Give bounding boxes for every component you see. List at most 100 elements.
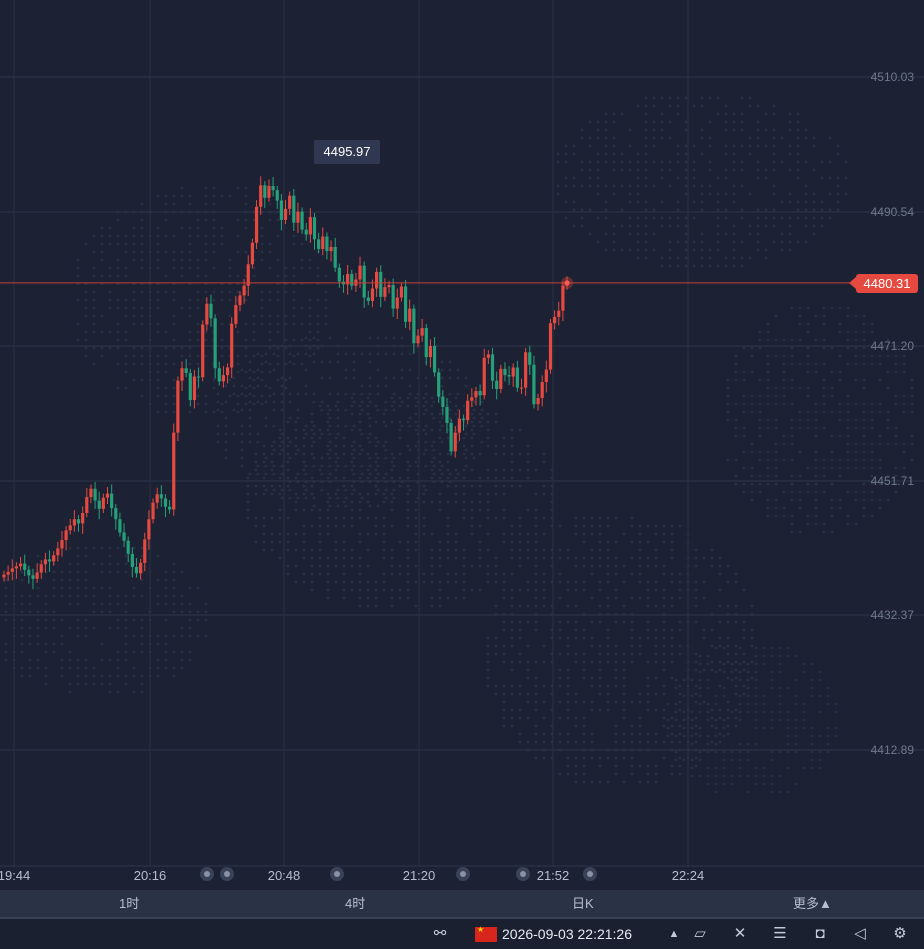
bg-dot <box>204 634 208 638</box>
bg-dot <box>262 516 266 520</box>
bg-dot <box>614 540 618 544</box>
link-icon[interactable]: ⚯ <box>433 925 447 942</box>
bg-dot <box>846 442 850 446</box>
bg-dot <box>746 686 750 690</box>
bg-dot <box>670 740 674 744</box>
bg-dot <box>822 426 826 430</box>
bg-dot <box>724 176 728 180</box>
bg-dot <box>502 516 506 520</box>
bg-dot <box>606 708 610 712</box>
bg-dot <box>310 564 314 568</box>
bg-dot <box>398 572 402 576</box>
bg-dot <box>140 578 144 582</box>
bg-dot <box>116 546 120 550</box>
bg-dot <box>294 508 298 512</box>
bg-dot <box>838 370 842 374</box>
event-marker-dot <box>587 871 593 877</box>
bg-dot <box>534 468 538 472</box>
bg-dot <box>408 416 412 420</box>
bg-dot <box>764 256 768 260</box>
bg-dot <box>814 506 818 510</box>
bg-dot <box>156 330 160 334</box>
bg-dot <box>646 764 650 768</box>
settings-icon[interactable]: ⚙ <box>893 925 907 942</box>
caret-up-icon[interactable]: ▲ <box>668 928 680 940</box>
draw-rectangle-icon[interactable]: ▱ <box>694 925 706 942</box>
bg-dot <box>260 258 264 262</box>
bg-dot <box>456 368 460 372</box>
bg-dot <box>268 394 272 398</box>
bg-dot <box>382 420 386 424</box>
bg-dot <box>758 346 762 350</box>
bg-dot <box>878 362 882 366</box>
bg-dot <box>414 428 418 432</box>
tools-icon[interactable]: ✕ <box>733 925 747 942</box>
bg-dot <box>794 742 798 746</box>
bg-dot <box>660 96 664 100</box>
bg-dot <box>654 652 658 656</box>
candle-body <box>126 540 130 554</box>
list-icon[interactable]: ☰ <box>773 925 787 942</box>
bg-dot <box>830 434 834 438</box>
bg-dot <box>622 604 626 608</box>
bg-dot <box>566 668 570 672</box>
period-1h-button[interactable]: 1时 <box>119 896 140 911</box>
bg-dot <box>582 732 586 736</box>
bg-dot <box>854 378 858 382</box>
period-more-button[interactable]: 更多▲ <box>793 896 832 911</box>
bg-dot <box>454 532 458 536</box>
bg-dot <box>662 684 666 688</box>
bg-dot <box>368 400 372 404</box>
bg-dot <box>392 408 396 412</box>
camera-icon[interactable]: ◘ <box>815 925 825 942</box>
bg-dot <box>782 362 786 366</box>
bg-dot <box>310 580 314 584</box>
bg-dot <box>652 208 656 212</box>
bg-dot <box>422 516 426 520</box>
bg-dot <box>732 112 736 116</box>
bg-dot <box>100 602 104 606</box>
bg-dot <box>732 120 736 124</box>
bg-dot <box>676 112 680 116</box>
bg-dot <box>862 386 866 390</box>
bg-dot <box>132 618 136 622</box>
bg-dot <box>172 562 176 566</box>
bg-dot <box>740 112 744 116</box>
bg-dot <box>212 378 216 382</box>
bg-dot <box>406 468 410 472</box>
bg-dot <box>606 780 610 784</box>
bg-dot <box>746 670 750 674</box>
bg-dot <box>288 496 292 500</box>
bg-dot <box>292 314 296 318</box>
bg-dot <box>244 202 248 206</box>
bg-dot <box>886 418 890 422</box>
bg-dot <box>846 330 850 334</box>
bg-dot <box>614 660 618 664</box>
bg-dot <box>100 682 104 686</box>
candle-body <box>449 422 453 452</box>
bg-dot <box>802 662 806 666</box>
bg-dot <box>662 692 666 696</box>
bg-dot <box>790 426 794 430</box>
bg-dot <box>68 578 72 582</box>
bg-dot <box>92 362 96 366</box>
period-4h-button[interactable]: 4时 <box>345 896 366 911</box>
bg-dot <box>630 700 634 704</box>
bg-dot <box>430 396 434 400</box>
candle-body <box>176 380 180 433</box>
candlestick-chart[interactable]: 4510.03 4490.54 4471.20 4451.71 4432.37 4412.… <box>0 0 924 890</box>
bg-dot <box>582 516 586 520</box>
bg-dot <box>328 392 332 396</box>
period-daily-button[interactable]: 日K <box>572 896 594 911</box>
bg-dot <box>302 436 306 440</box>
bg-dot <box>822 378 826 382</box>
sound-icon[interactable]: ◁ <box>854 925 866 942</box>
bg-dot <box>894 426 898 430</box>
bg-dot <box>782 386 786 390</box>
bg-dot <box>694 764 698 768</box>
bg-dot <box>668 216 672 220</box>
bg-dot <box>116 330 120 334</box>
bg-dot <box>286 460 290 464</box>
bg-dot <box>180 186 184 190</box>
bg-dot <box>446 596 450 600</box>
